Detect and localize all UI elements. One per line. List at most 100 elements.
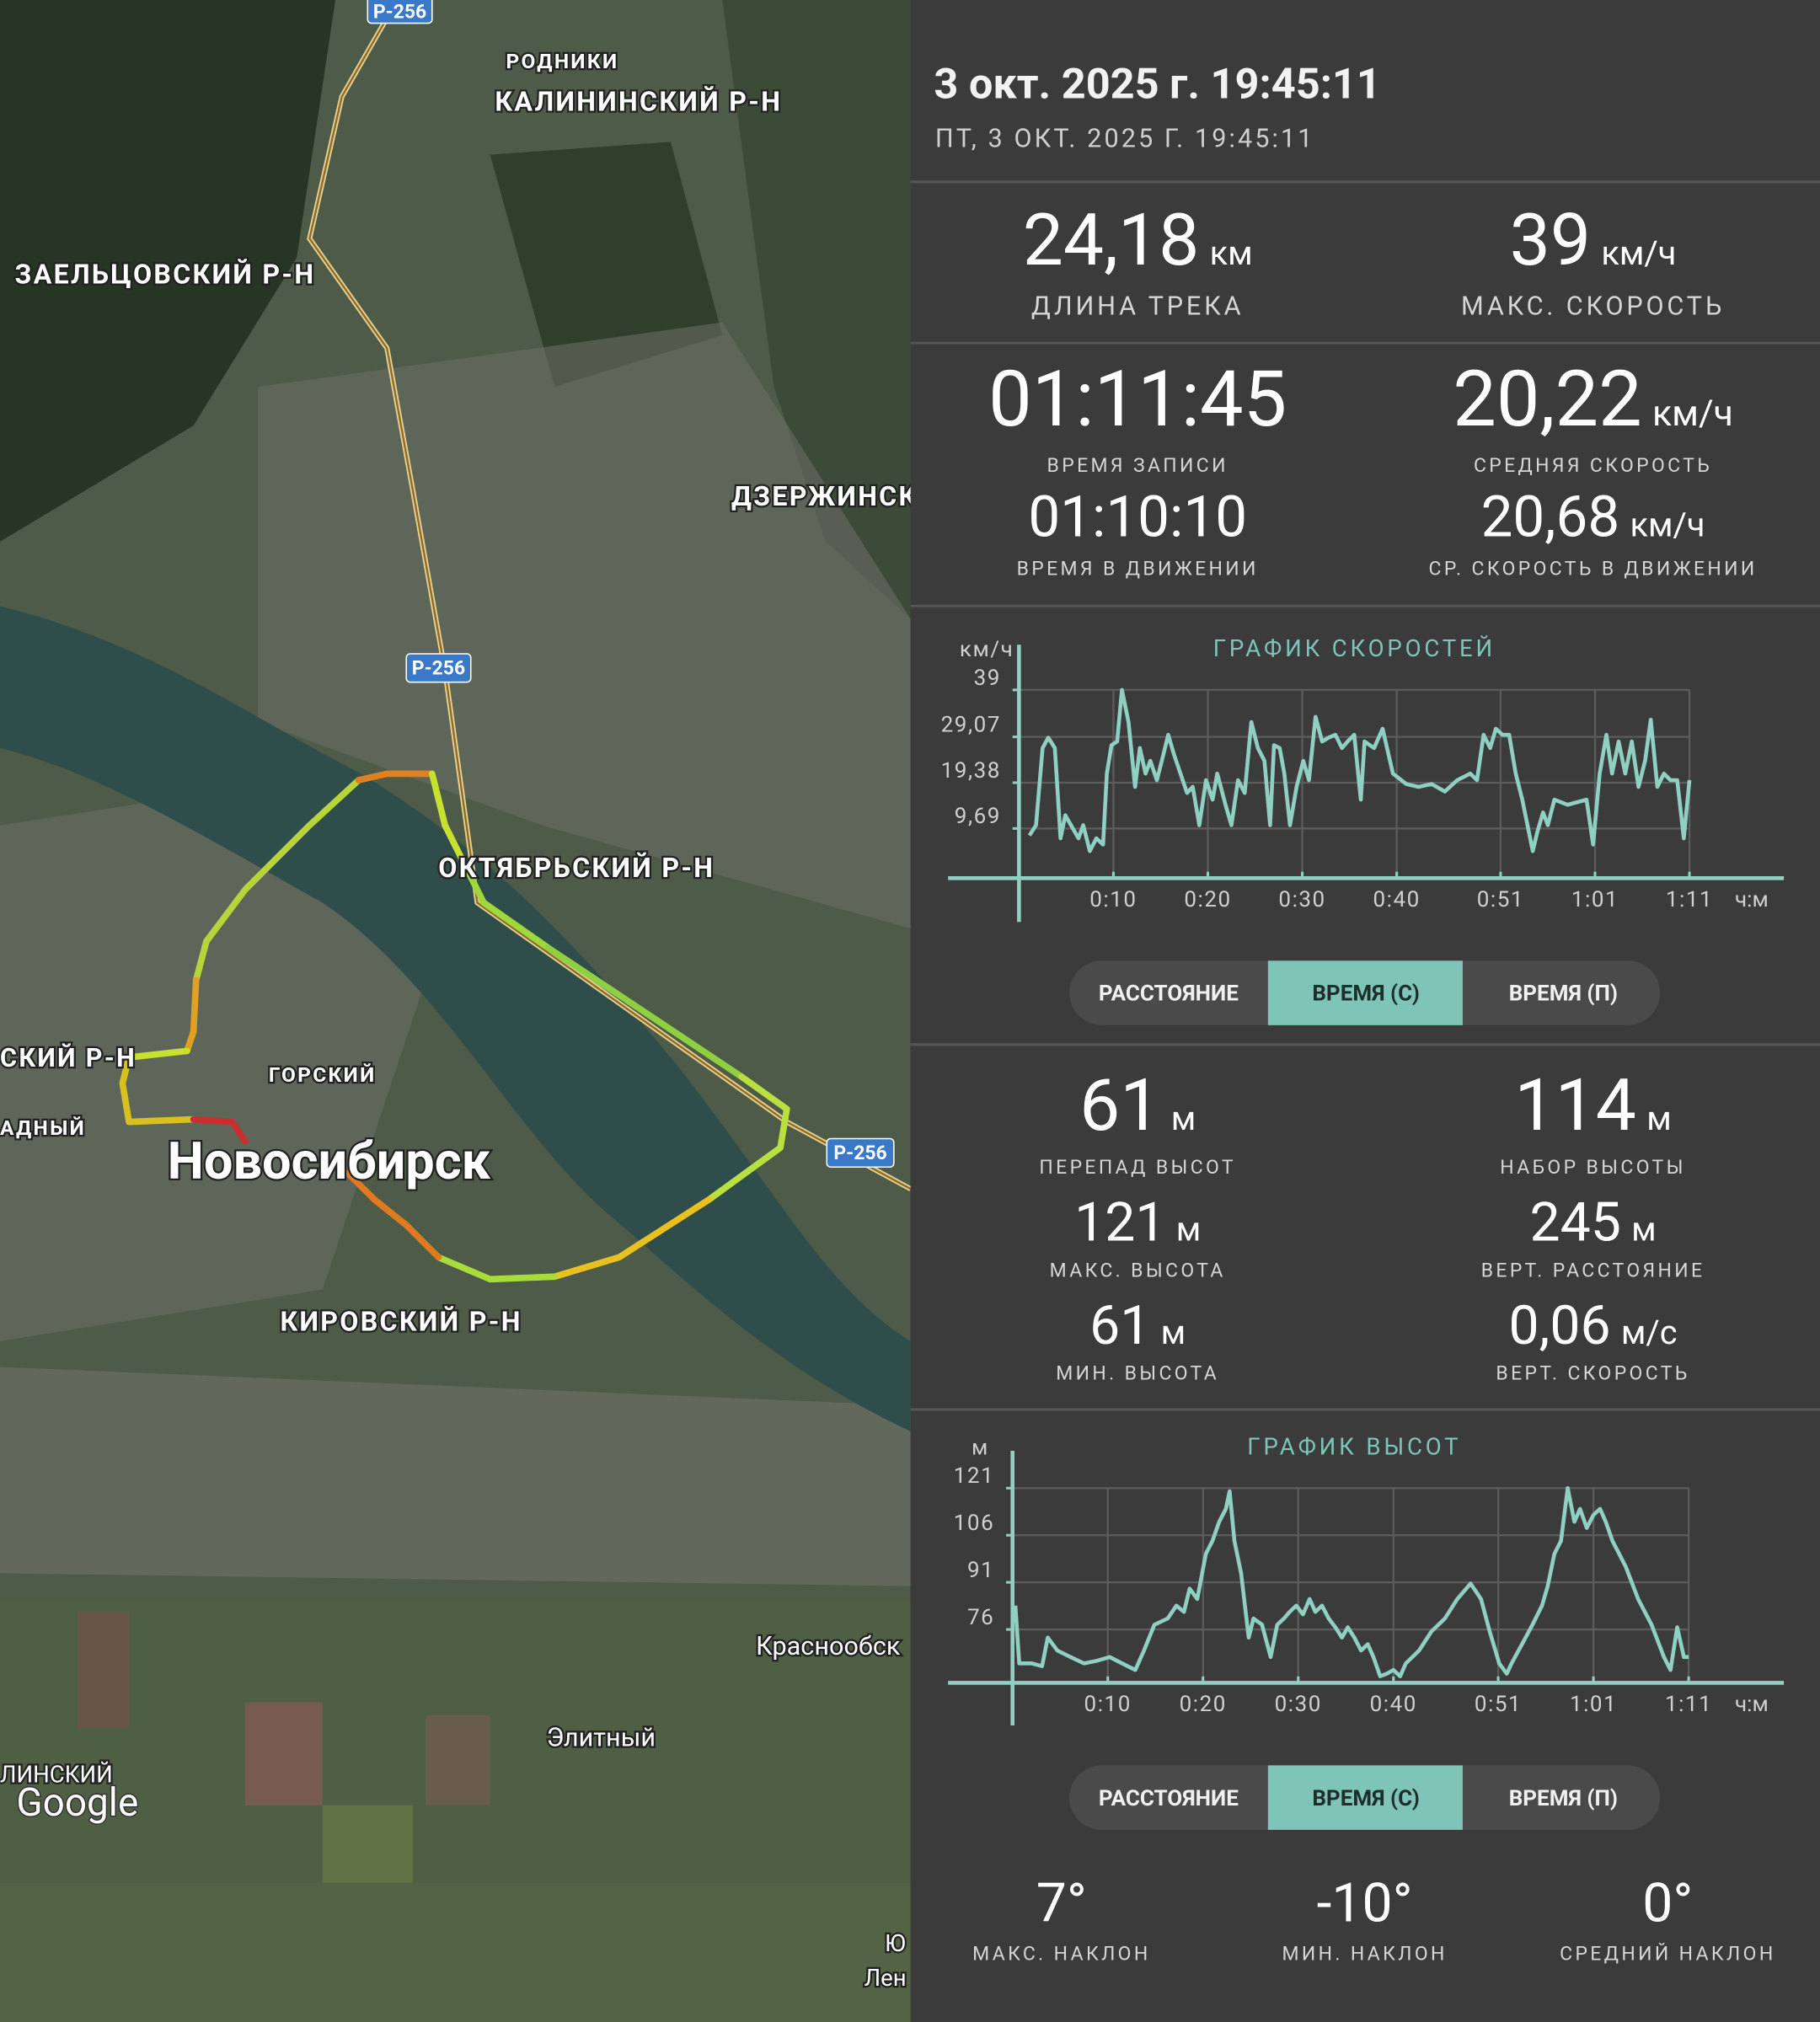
stat-value: 61 м [1079, 1062, 1196, 1147]
map-label: Краснообск [756, 1632, 901, 1661]
road-badge-text: Р-256 [373, 0, 426, 23]
map[interactable]: РОДНИКИ КАЛИНИНСКИЙ Р-Н ЗАЕЛЬЦОВСКИЙ Р-Н… [0, 0, 918, 2022]
stat-value: 0° [1642, 1871, 1693, 1935]
stat-unit: м [1176, 1209, 1202, 1249]
x-tick-label: 0:30 [1275, 1692, 1322, 1717]
track-subtitle: ПТ, 3 ОКТ. 2025 Г. 19:45:11 [935, 124, 1315, 153]
stat-number: -10° [1317, 1871, 1413, 1935]
toggle-option[interactable]: РАССТОЯНИЕ [1099, 982, 1239, 1007]
map-label: КАЛИНИНСКИЙ Р-Н [495, 86, 782, 118]
stat-value: 121 м [1074, 1190, 1201, 1254]
stat-value: 7° [1036, 1871, 1087, 1935]
stat-number: 20,22 [1453, 355, 1642, 445]
x-tick-label: 0:40 [1373, 887, 1420, 912]
x-tick-label: 0:51 [1477, 887, 1524, 912]
road-badge: Р-256 [826, 1137, 895, 1168]
y-tick-label: 121 [954, 1463, 994, 1489]
map-label: СКИЙ Р-Н [0, 1042, 136, 1073]
stat-value: 39 км/ч [1510, 197, 1677, 282]
map-label: ОКТЯБРЬСКИЙ Р-Н [438, 852, 715, 884]
x-tick-label: 0:40 [1370, 1692, 1417, 1717]
separators [910, 180, 1820, 1411]
stat-number: 245 [1529, 1190, 1620, 1254]
stat-unit: м [1171, 1099, 1196, 1138]
x-tick-label: 0:10 [1089, 887, 1137, 912]
stat-number: 01:11:45 [988, 355, 1287, 445]
stat-unit: км/ч [1601, 233, 1676, 273]
stat-label: МАКС. НАКЛОН [972, 1943, 1150, 1966]
stat-unit: км/ч [1652, 393, 1733, 435]
stat-label: ВРЕМЯ ЗАПИСИ [1047, 454, 1228, 477]
stat-value: -10° [1317, 1871, 1413, 1935]
y-axis-label: км/ч [960, 637, 1014, 662]
stat-number: 114 [1514, 1062, 1636, 1147]
data-line [1027, 687, 1692, 853]
stat-number: 20,68 [1481, 485, 1620, 551]
map-label: РОДНИКИ [506, 49, 618, 73]
toggle-option[interactable]: ВРЕМЯ (С) [1312, 1786, 1420, 1811]
y-tick-label: 91 [967, 1558, 994, 1583]
x-tick-label: 0:51 [1475, 1692, 1522, 1717]
stat-number: 39 [1510, 197, 1591, 282]
y-tick-label: 9,69 [955, 804, 1001, 829]
stat-label: СРЕДНЯЯ СКОРОСТЬ [1474, 454, 1712, 477]
y-tick-label: 39 [974, 666, 1001, 691]
toggle-option[interactable]: ВРЕМЯ (П) [1509, 1786, 1618, 1811]
map-label: ДЗЕРЖИНСК [731, 480, 918, 512]
stat-value: 61 м [1089, 1293, 1186, 1357]
stat-label: ДЛИНА ТРЕКА [1031, 292, 1245, 321]
y-tick-label: 29,07 [941, 712, 1001, 737]
map-label: ЗАЕЛЬЦОВСКИЙ Р-Н [15, 259, 316, 291]
stat-unit: м [1646, 1099, 1672, 1138]
google-logo: Google [16, 1780, 138, 1826]
map-label: ГОРСКИЙ [269, 1062, 377, 1087]
stat-value: 01:11:45 [988, 355, 1287, 445]
x-axis-label: ч:м [1735, 887, 1769, 912]
map-label: КИРОВСКИЙ Р-Н [280, 1306, 522, 1338]
chart-title: ГРАФИК ВЫСОТ [1247, 1433, 1461, 1461]
map-label: Элитный [547, 1723, 656, 1752]
stat-value: 114 м [1514, 1062, 1671, 1147]
stat-number: 0° [1642, 1871, 1693, 1935]
stat-label: СРЕДНИЙ НАКЛОН [1560, 1943, 1775, 1966]
stat-number: 01:10:10 [1028, 485, 1247, 551]
stat-number: 121 [1074, 1190, 1165, 1254]
x-tick-label: 0:20 [1180, 1692, 1227, 1717]
road-badge-text: Р-256 [412, 657, 465, 680]
y-tick-label: 106 [954, 1511, 994, 1536]
map-label: Новосибирск [168, 1131, 491, 1191]
x-tick-label: 0:30 [1278, 887, 1325, 912]
stat-number: 7° [1036, 1871, 1087, 1935]
map-label: Лен [864, 1964, 907, 1992]
toggle-option[interactable]: ВРЕМЯ (С) [1312, 982, 1420, 1007]
map-label: АДНЫЙ [0, 1115, 86, 1140]
toggle-option[interactable]: ВРЕМЯ (П) [1509, 982, 1618, 1007]
stat-label: ВРЕМЯ В ДВИЖЕНИИ [1017, 558, 1259, 580]
stat-number: 61 [1079, 1062, 1160, 1147]
chart-title: ГРАФИК СКОРОСТЕЙ [1213, 634, 1496, 662]
stat-label: МАКС. ВЫСОТА [1050, 1259, 1226, 1281]
stat-label: ВЕРТ. РАССТОЯНИЕ [1481, 1259, 1705, 1281]
map-label: ЛИНСКИЙ [0, 1760, 113, 1788]
stat-unit: м [1161, 1313, 1186, 1352]
stat-label: НАБОР ВЫСОТЫ [1500, 1156, 1686, 1179]
x-tick-label: 1:01 [1571, 887, 1619, 912]
stat-number: 0,06 [1509, 1293, 1611, 1357]
x-tick-label: 0:10 [1084, 1692, 1132, 1717]
y-axis-label: м [972, 1436, 989, 1461]
toggle-option[interactable]: РАССТОЯНИЕ [1099, 1786, 1239, 1811]
stat-number: 61 [1089, 1293, 1150, 1357]
stat-value: 20,22 км/ч [1453, 355, 1733, 445]
data-line [1013, 1486, 1689, 1678]
y-tick-label: 76 [967, 1605, 994, 1630]
stat-value: 24,18 км [1023, 197, 1253, 282]
stat-label: МАКС. СКОРОСТЬ [1461, 292, 1725, 321]
stat-label: ВЕРТ. СКОРОСТЬ [1496, 1362, 1689, 1385]
road-badge: Р-256 [405, 653, 472, 683]
stat-unit: м [1631, 1209, 1657, 1249]
road-badge: Р-256 [367, 0, 433, 24]
stat-label: МИН. ВЫСОТА [1056, 1362, 1219, 1385]
stat-unit: км [1210, 233, 1253, 273]
